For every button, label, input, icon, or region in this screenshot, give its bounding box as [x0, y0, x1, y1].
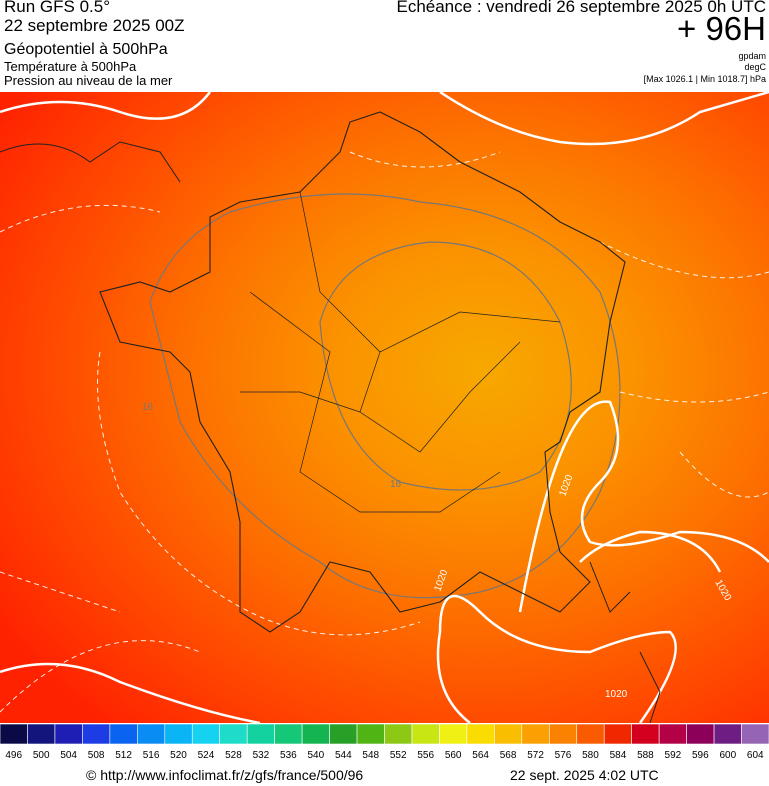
temperature-field	[0, 92, 769, 723]
footer-timestamp: 22 sept. 2025 4:02 UTC	[510, 767, 659, 783]
colorbar-label: 520	[170, 750, 187, 761]
colorbar: 496 500 504 508 512 516 520 524 528 532 536 540 544 5…	[0, 724, 769, 761]
colorbar-label: 560	[445, 750, 462, 761]
colorbar-swatch	[411, 724, 440, 745]
colorbar-swatch	[658, 724, 687, 745]
contour-label: 16	[390, 479, 402, 490]
pressure-range: [Max 1026.1 | Min 1018.7] hPa	[643, 74, 766, 84]
colorbar-label: 544	[335, 750, 352, 761]
colorbar-label: 536	[280, 750, 297, 761]
colorbar-swatch	[329, 724, 358, 745]
colorbar-label: 504	[60, 750, 77, 761]
colorbar-swatch	[0, 724, 28, 745]
colorbar-label: 580	[582, 750, 599, 761]
france-outline	[99, 111, 626, 633]
colorbar-swatch	[356, 724, 385, 745]
colorbar-swatch	[548, 724, 578, 745]
colorbar-swatch	[82, 724, 111, 745]
colorbar-label: 552	[390, 750, 407, 761]
coastline	[0, 141, 661, 723]
colorbar-swatch	[741, 724, 769, 745]
colorbar-swatch	[521, 724, 550, 745]
contour-label: 16	[142, 402, 154, 413]
colorbar-label: 524	[198, 750, 215, 761]
colorbar-swatch	[631, 724, 660, 745]
colorbar-label: 564	[472, 750, 489, 761]
colorbar-label: 556	[417, 750, 434, 761]
map: 1020 1020 1020 1020 16 16	[0, 92, 769, 723]
colorbar-label: 496	[5, 750, 22, 761]
colorbar-swatch	[686, 724, 715, 745]
colorbar-label: 592	[665, 750, 682, 761]
field-pressure: Pression au niveau de la mer	[4, 73, 173, 88]
colorbar-swatch	[301, 724, 330, 745]
run-date: 22 septembre 2025 00Z	[4, 16, 185, 35]
field-main: Géopotentiel à 500hPa	[4, 41, 168, 58]
colorbar-swatch	[466, 724, 495, 745]
colorbar-label: 568	[500, 750, 517, 761]
colorbar-label: 512	[115, 750, 132, 761]
colorbar-swatch	[384, 724, 413, 745]
echeance: Echéance : vendredi 26 septembre 2025 0h…	[396, 0, 766, 16]
colorbar-label: 572	[527, 750, 544, 761]
colorbar-swatch	[576, 724, 605, 745]
field-temp: Température à 500hPa	[4, 59, 137, 74]
isobar	[436, 530, 722, 723]
temperature-contour	[149, 193, 621, 599]
colorbar-swatch	[246, 724, 275, 745]
colorbar-label: 548	[362, 750, 379, 761]
colorbar-swatch	[54, 724, 83, 745]
colorbar-label: 516	[143, 750, 160, 761]
colorbar-swatch	[274, 724, 303, 745]
contour-label: 1020	[605, 689, 628, 700]
colorbar-label: 600	[719, 750, 736, 761]
isobar	[518, 400, 769, 613]
colorbar-label: 596	[692, 750, 709, 761]
colorbar-swatch	[439, 724, 468, 745]
temperature-contour	[319, 241, 572, 491]
colorbar-swatch	[219, 724, 248, 745]
isobar	[0, 92, 769, 146]
colorbar-label: 500	[33, 750, 50, 761]
unit-geo: gpdam	[738, 51, 766, 61]
colorbar-label: 528	[225, 750, 242, 761]
colorbar-swatch	[713, 724, 742, 745]
colorbar-swatch	[27, 724, 56, 745]
run-label: Run GFS 0.5°	[4, 0, 111, 16]
colorbar-swatch	[109, 724, 138, 745]
footer-url: © http://www.infoclimat.fr/z/gfs/france/…	[86, 767, 364, 783]
horizon: + 96H	[677, 10, 766, 47]
colorbar-swatch	[137, 724, 166, 745]
colorbar-label: 588	[637, 750, 654, 761]
isobar	[0, 662, 261, 723]
colorbar-swatch	[191, 724, 221, 745]
colorbar-label: 576	[555, 750, 572, 761]
colorbar-label: 584	[610, 750, 627, 761]
unit-temp: degC	[744, 62, 766, 72]
colorbar-label: 508	[88, 750, 105, 761]
region-borders	[240, 191, 561, 513]
colorbar-label: 532	[253, 750, 270, 761]
colorbar-label: 540	[307, 750, 324, 761]
colorbar-swatch	[494, 724, 523, 745]
geopotential-contour	[0, 151, 769, 713]
colorbar-swatch	[164, 724, 193, 745]
colorbar-swatch	[603, 724, 632, 745]
colorbar-label: 604	[747, 750, 764, 761]
